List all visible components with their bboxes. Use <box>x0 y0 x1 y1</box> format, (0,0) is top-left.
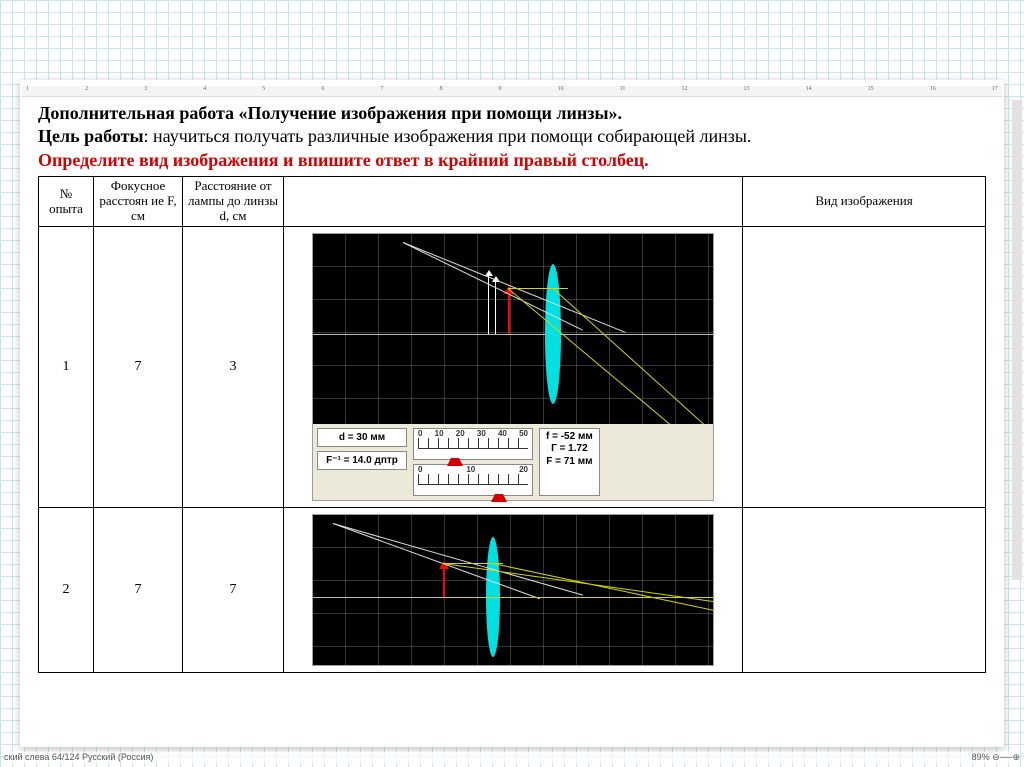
vertical-scrollbar[interactable] <box>1012 100 1022 580</box>
optical-axis <box>313 334 713 335</box>
slider-thumb[interactable] <box>491 486 507 502</box>
cell-answer-1[interactable] <box>743 226 986 507</box>
canvas-grid <box>313 234 713 424</box>
document-ruler: 1234567891011121314151617 <box>22 86 1002 97</box>
lens-icon[interactable] <box>545 264 561 404</box>
header-image-type: Вид изображения <box>743 177 986 227</box>
heading-topic: Получение изображения при помощи линзы <box>248 103 609 123</box>
slider-thumb[interactable] <box>447 450 463 466</box>
document-page: Дополнительная работа «Получение изображ… <box>20 80 1004 747</box>
light-ray <box>508 288 568 289</box>
object-arrow[interactable] <box>443 563 445 597</box>
cell-answer-2[interactable] <box>743 507 986 672</box>
cell-diagram-2 <box>284 507 743 672</box>
header-experiment-number: № опыта <box>39 177 94 227</box>
status-zoom[interactable]: 89% ⊖──⊕ <box>972 752 1020 763</box>
gamma-value: Г = 1.72 <box>546 443 593 456</box>
cell-f-2: 7 <box>94 507 183 672</box>
cell-n-1: 1 <box>39 226 94 507</box>
goal-label: Цель работы <box>38 126 144 146</box>
cell-diagram-1: d = 30 мм F⁻¹ = 14.0 дптр 0 10 20 30 <box>284 226 743 507</box>
simulator-panel-2 <box>312 514 714 666</box>
goal-text: : научиться получать различные изображен… <box>144 126 752 146</box>
header-diagram <box>284 177 743 227</box>
table-header-row: № опыта Фокусное расстоян ие F, см Расст… <box>39 177 986 227</box>
header-distance: Расстояние от лампы до линзы d, см <box>183 177 284 227</box>
heading-suffix: ». <box>609 103 623 123</box>
optics-canvas-2[interactable] <box>313 515 713 665</box>
document-content: Дополнительная работа «Получение изображ… <box>20 80 1004 673</box>
light-ray <box>443 597 713 598</box>
diopter-slider[interactable]: 0 10 20 <box>413 464 533 496</box>
finv-readout: F⁻¹ = 14.0 дптр <box>317 451 407 470</box>
heading-prefix: Дополнительная работа « <box>38 103 248 123</box>
table-row: 1 7 3 d = 30 мм F⁻¹ = 14.0 дптр <box>39 226 986 507</box>
status-left: ский слева 64/124 Русский (Россия) <box>4 752 153 763</box>
cell-d-2: 7 <box>183 507 284 672</box>
simulator-panel-1: d = 30 мм F⁻¹ = 14.0 дптр 0 10 20 30 <box>312 233 714 501</box>
simulator-controls: d = 30 мм F⁻¹ = 14.0 дптр 0 10 20 30 <box>313 424 713 500</box>
cell-f-1: 7 <box>94 226 183 507</box>
output-readout: f = -52 мм Г = 1.72 F = 71 мм <box>539 428 600 496</box>
table-row: 2 7 7 <box>39 507 986 672</box>
virtual-image-arrow <box>488 272 489 334</box>
experiments-table: № опыта Фокусное расстоян ие F, см Расст… <box>38 176 986 673</box>
header-focal-length: Фокусное расстоян ие F, см <box>94 177 183 227</box>
F-value: F = 71 мм <box>546 456 593 469</box>
f-value: f = -52 мм <box>546 431 593 444</box>
status-bar: ский слева 64/124 Русский (Россия) 89% ⊖… <box>4 752 1020 763</box>
cell-n-2: 2 <box>39 507 94 672</box>
distance-slider[interactable]: 0 10 20 30 40 50 <box>413 428 533 460</box>
instruction-line: Определите вид изображения и впишите отв… <box>38 149 986 172</box>
d-readout: d = 30 мм <box>317 428 407 447</box>
heading-line-1: Дополнительная работа «Получение изображ… <box>38 102 986 125</box>
heading-line-2: Цель работы: научиться получать различны… <box>38 125 986 148</box>
cell-d-1: 3 <box>183 226 284 507</box>
optics-canvas-1[interactable] <box>313 234 713 424</box>
